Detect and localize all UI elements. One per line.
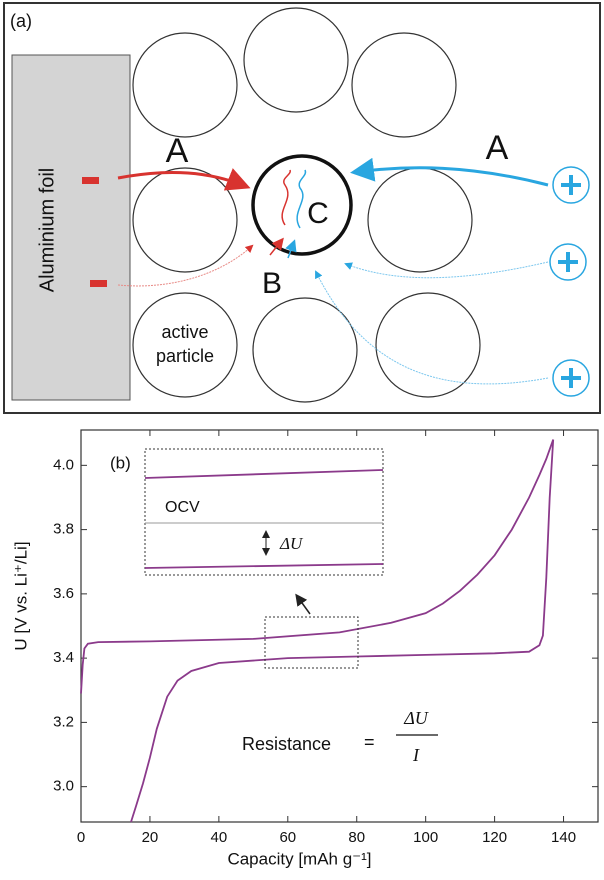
particle-label: active — [161, 322, 208, 342]
y-tick-label: 4.0 — [53, 456, 74, 473]
x-tick-label: 0 — [77, 829, 85, 846]
x-tick-label: 100 — [413, 829, 438, 846]
x-tick-label: 40 — [211, 829, 228, 846]
figure: (a) Aluminium foil active particle A A C… — [0, 0, 604, 880]
particle — [133, 168, 237, 272]
y-tick-label: 3.0 — [53, 778, 74, 795]
y-tick-label: 3.2 — [53, 713, 74, 730]
zoom-frame — [265, 617, 358, 668]
panel-b: 0 20 40 60 80 100 120 140 3.0 3.2 3.4 3.6 3.8 4.0 Capa… — [11, 430, 598, 868]
particle — [133, 33, 237, 137]
x-tick-label: 120 — [482, 829, 507, 846]
panel-label: (a) — [10, 11, 32, 31]
x-tick-label: 140 — [551, 829, 576, 846]
minus-icon — [90, 280, 107, 287]
label-c: C — [307, 197, 329, 230]
y-tick-label: 3.4 — [53, 649, 74, 666]
label-a: A — [166, 132, 189, 170]
delta-label: ΔU — [279, 534, 304, 553]
y-tick-label: 3.8 — [53, 521, 74, 538]
formula-num: ΔU — [403, 708, 429, 728]
y-axis-label: U [V vs. Li⁺/Li] — [11, 541, 30, 650]
page: (a) Aluminium foil active particle A A C… — [0, 0, 604, 880]
y-tick-label: 3.6 — [53, 585, 74, 602]
label-b: B — [262, 267, 282, 300]
foil-label: Aluminium foil — [36, 168, 58, 292]
particle — [376, 293, 480, 397]
x-tick-label: 20 — [142, 829, 159, 846]
formula-den: I — [412, 745, 420, 765]
x-tick-label: 80 — [348, 829, 365, 846]
formula-lhs: Resistance — [242, 734, 331, 754]
x-tick-label: 60 — [279, 829, 296, 846]
label-a: A — [486, 129, 509, 167]
panel-label: (b) — [110, 453, 131, 472]
minus-icon — [82, 177, 99, 184]
particle — [244, 8, 348, 112]
aluminium-foil — [12, 55, 130, 400]
particle — [352, 33, 456, 137]
formula-eq: = — [364, 732, 375, 752]
particle-c — [253, 156, 351, 254]
particle — [368, 168, 472, 272]
x-axis-label: Capacity [mAh g⁻¹] — [227, 849, 371, 868]
ocv-label: OCV — [165, 499, 200, 516]
particle-label: particle — [156, 346, 214, 366]
zoom-arrow — [297, 596, 310, 614]
panel-a: (a) Aluminium foil active particle A A C… — [4, 3, 600, 413]
